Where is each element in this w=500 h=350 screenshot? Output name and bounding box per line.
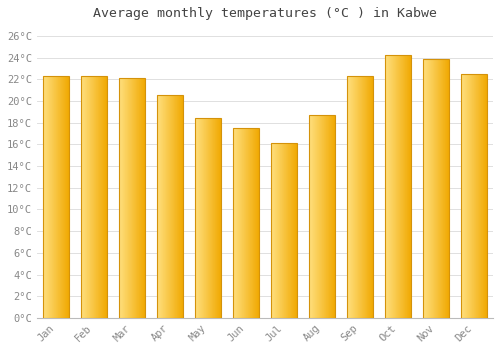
Bar: [42, 76, 69, 318]
Bar: [308, 115, 336, 318]
Bar: [80, 76, 107, 318]
Bar: [194, 118, 221, 318]
Bar: [156, 94, 183, 318]
Bar: [422, 59, 450, 318]
Bar: [270, 144, 297, 318]
Bar: [460, 74, 487, 318]
Bar: [384, 55, 411, 318]
Bar: [232, 128, 259, 318]
Bar: [118, 78, 145, 318]
Bar: [346, 76, 374, 318]
Title: Average monthly temperatures (°C ) in Kabwe: Average monthly temperatures (°C ) in Ka…: [93, 7, 437, 20]
